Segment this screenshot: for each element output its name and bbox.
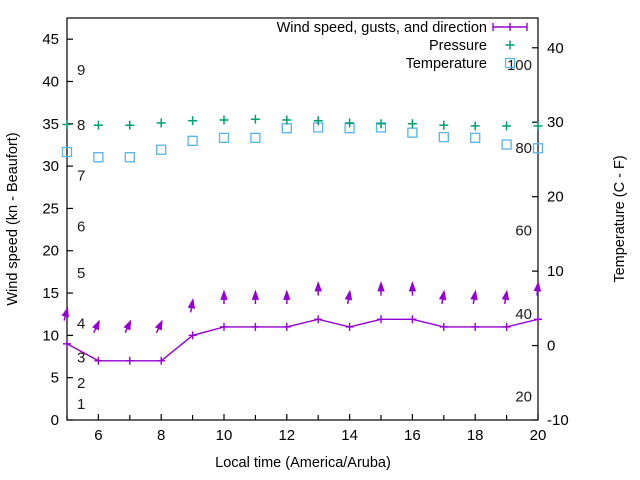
beaufort-label: 9 [77, 62, 85, 79]
beaufort-label: 8 [77, 117, 85, 134]
fahrenheit-label: 80 [515, 140, 532, 157]
x-tick-label: 12 [278, 427, 295, 444]
fahrenheit-label: 100 [507, 57, 532, 74]
temperature-point [61, 146, 73, 158]
wind-direction-arrow [501, 289, 510, 305]
beaufort-label: 4 [77, 316, 85, 333]
y-left-tick-label: 30 [42, 158, 59, 175]
temperature-point [218, 132, 230, 144]
plot-frame [66, 17, 539, 421]
wind-direction-arrow [251, 289, 260, 305]
temperature-point [470, 132, 481, 144]
y-right-tick-label: 40 [547, 40, 564, 57]
y-left-tick-label: 45 [42, 31, 59, 48]
left-axis-ticks: 0 5 10 15 20 25 30 35 40 45 [42, 31, 73, 429]
legend-label: Wind speed, gusts, and direction [277, 20, 487, 36]
x-tick-label: 6 [94, 427, 102, 444]
wind-direction-arrow [123, 319, 132, 333]
y-right-tick-label: -10 [547, 412, 569, 429]
series-pressure [62, 114, 543, 131]
y-left-tick-label: 25 [42, 200, 59, 217]
wind-direction-arrow [314, 281, 322, 296]
temperature-point [532, 143, 544, 154]
temperature-point [438, 131, 449, 143]
y-axis-left-title: Wind speed (kn - Beaufort) [5, 132, 21, 305]
wind-direction-arrow [283, 289, 291, 305]
beaufort-label: 2 [77, 375, 85, 392]
temperature-point [124, 152, 135, 163]
y-left-tick-label: 15 [42, 285, 59, 302]
beaufort-label: 6 [77, 218, 85, 235]
wind-direction-arrow [154, 319, 163, 333]
series-wind-direction [61, 281, 542, 333]
wind-direction-arrow [408, 281, 417, 296]
series-wind-speed [63, 315, 542, 365]
x-tick-label: 16 [404, 427, 421, 444]
chart-legend: Wind speed, gusts, and direction Pressure… [277, 20, 528, 72]
beaufort-scale-labels: 1 2 3 4 5 6 7 8 9 [77, 62, 85, 413]
temperature-point [250, 132, 261, 144]
beaufort-label: 1 [77, 396, 85, 413]
plot-border [66, 17, 539, 421]
y-axis-right-title: Temperature (C - F) [612, 155, 628, 282]
x-tick-label: 10 [216, 427, 233, 444]
y-right-tick-label: 0 [547, 338, 555, 355]
x-tick-label: 14 [341, 427, 358, 444]
wind-direction-arrow [187, 298, 196, 313]
wind-direction-arrow [61, 306, 69, 321]
legend-sample-square [504, 57, 516, 69]
y-left-tick-label: 5 [51, 370, 59, 387]
x-tick-label: 8 [157, 427, 165, 444]
y-left-tick-label: 10 [42, 327, 59, 344]
y-left-tick-label: 20 [42, 243, 59, 260]
x-tick-label: 20 [530, 427, 547, 444]
y-right-tick-label: 20 [547, 189, 564, 206]
wind-direction-arrow [533, 281, 542, 296]
wind-speed-line [66, 318, 539, 362]
fahrenheit-label: 60 [515, 222, 532, 239]
x-tick-label: 18 [467, 427, 484, 444]
y-left-tick-label: 35 [42, 116, 59, 133]
fahrenheit-label: 40 [515, 306, 532, 323]
wind-direction-arrow [92, 319, 100, 333]
x-axis-title: Local time (America/Aruba) [215, 455, 391, 471]
beaufort-label: 5 [77, 265, 85, 282]
legend-label: Temperature [406, 56, 487, 72]
fahrenheit-scale-labels: 20 40 60 80 100 [507, 57, 532, 405]
wind-direction-arrow [344, 289, 353, 305]
wind-direction-arrow [438, 289, 447, 305]
wind-direction-arrow [377, 281, 385, 296]
bottom-axis-ticks: 6 8 10 12 14 16 18 20 [66, 414, 547, 444]
wind-direction-arrow [470, 289, 478, 305]
temperature-point [501, 139, 512, 150]
beaufort-label: 7 [77, 168, 85, 185]
beaufort-label: 3 [77, 350, 85, 367]
temperature-point [156, 144, 167, 155]
y-right-tick-label: 30 [547, 114, 564, 131]
temperature-point [93, 152, 104, 163]
fahrenheit-label: 20 [515, 388, 532, 405]
temperature-point [187, 135, 198, 146]
legend-label: Pressure [429, 38, 487, 54]
y-right-tick-label: 10 [547, 263, 564, 280]
y-left-tick-label: 0 [51, 412, 59, 429]
wind-direction-arrow [220, 289, 228, 305]
right-axis-ticks: -10 0 10 20 30 40 [532, 40, 569, 429]
y-left-tick-label: 40 [42, 73, 59, 90]
